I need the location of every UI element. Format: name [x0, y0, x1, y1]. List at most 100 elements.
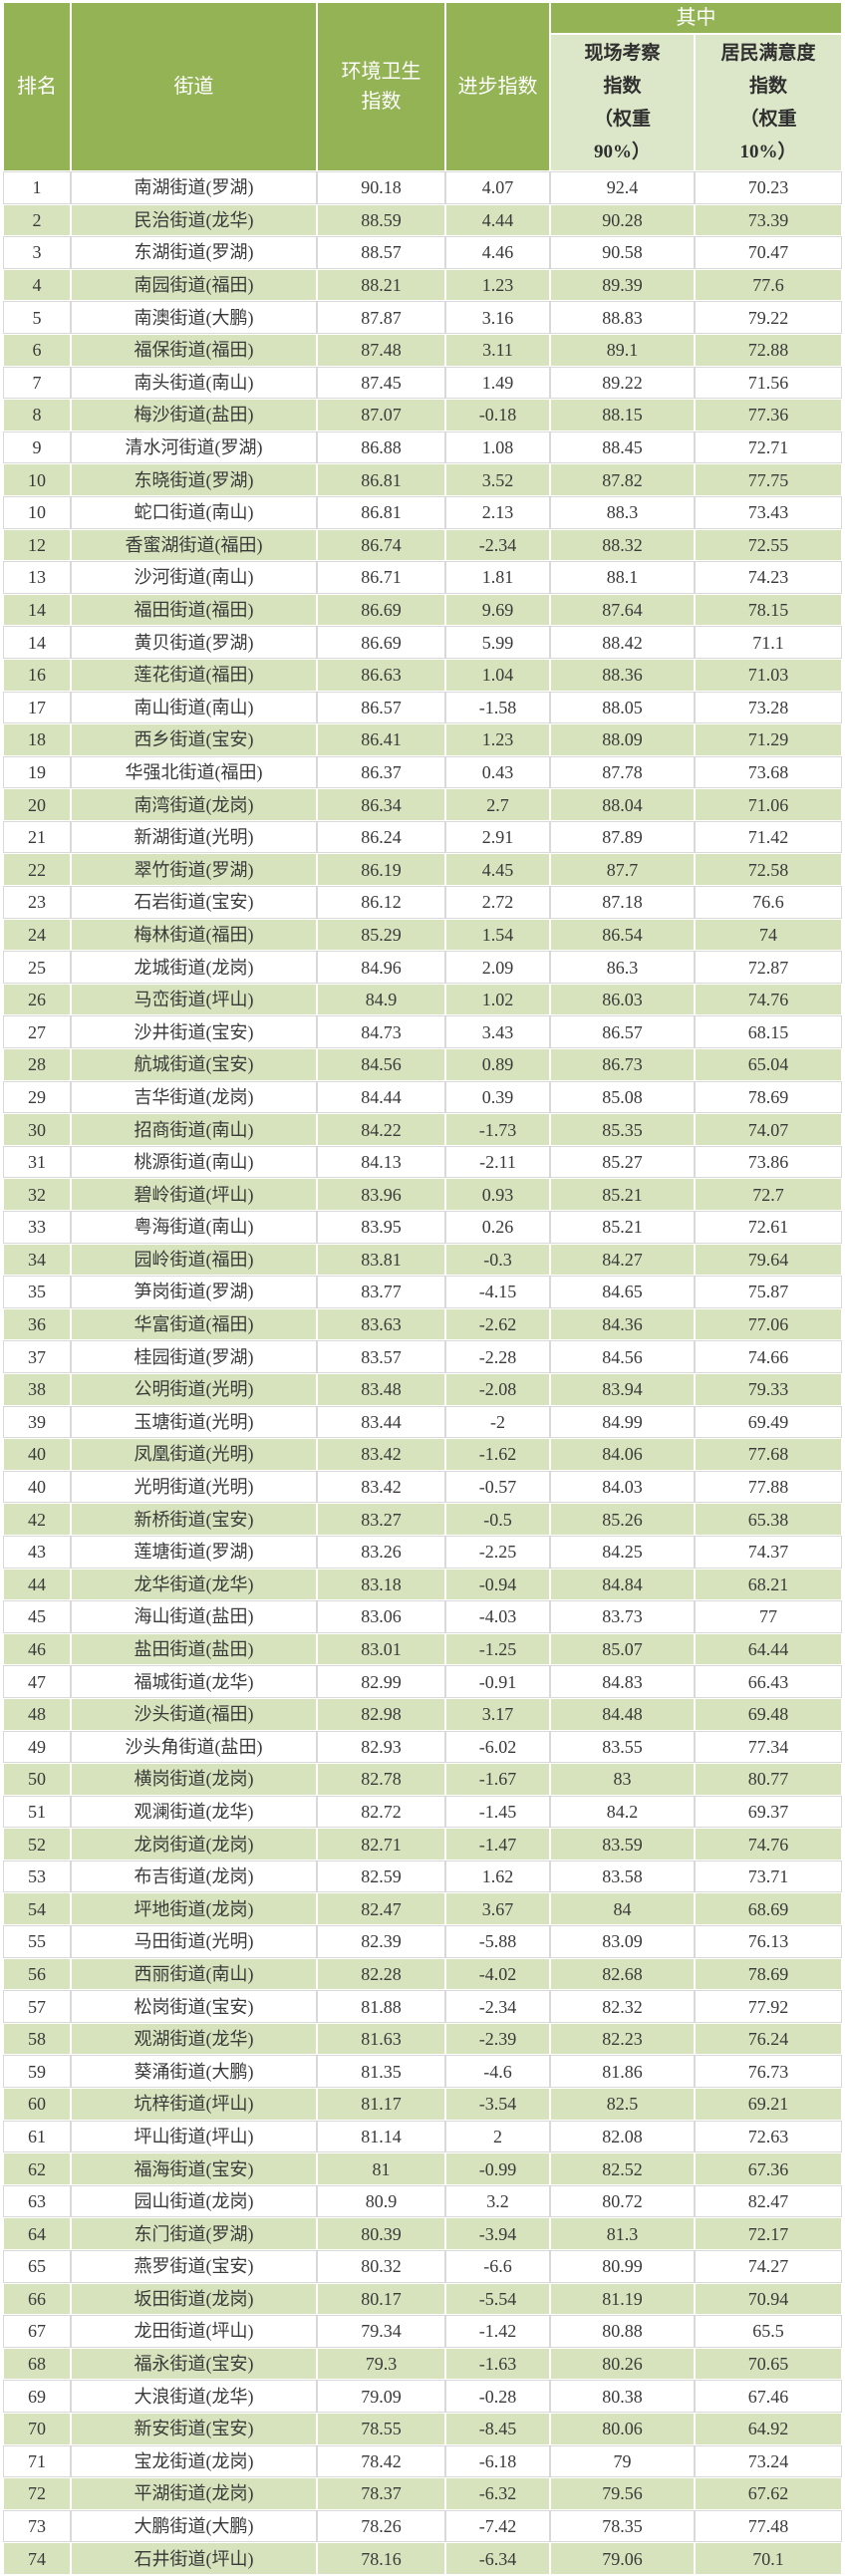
- rank-cell: 29: [3, 1080, 71, 1114]
- satisfaction-index-cell: 71.03: [696, 659, 841, 691]
- env-index-cell: 84.44: [317, 1080, 445, 1114]
- progress-index-cell: 0.89: [446, 1049, 549, 1080]
- satisfaction-index-cell: 70.94: [696, 2283, 841, 2315]
- rank-cell: 31: [3, 1145, 71, 1179]
- env-index-cell: 83.81: [318, 1244, 444, 1276]
- rank-cell: 53: [3, 1860, 71, 1893]
- rank-cell: 52: [4, 1829, 70, 1860]
- progress-index-cell: -1.25: [446, 1633, 549, 1665]
- satisfaction-index-cell: 74.27: [695, 2250, 842, 2283]
- onsite-index-cell: 81.3: [551, 2218, 694, 2249]
- street-cell: 龙华街道(龙华): [72, 1569, 316, 1600]
- street-cell: 莲塘街道(罗湖): [71, 1535, 317, 1569]
- satisfaction-index-cell: 65.04: [696, 1049, 841, 1080]
- progress-index-cell: -0.91: [445, 1665, 550, 1698]
- rank-cell: 9: [3, 430, 71, 464]
- rank-cell: 14: [3, 626, 71, 659]
- env-index-cell: 86.19: [318, 854, 444, 886]
- rank-cell: 66: [4, 2283, 70, 2315]
- table-row: 74 石井街道(坪山) 78.16 -6.34 79.06 70.1: [4, 2543, 841, 2574]
- table-row: 36 华富街道(福田) 83.63 -2.62 84.36 77.06: [4, 1308, 841, 1340]
- env-index-cell: 81.35: [317, 2055, 445, 2089]
- street-cell: 南湾街道(龙岗): [72, 789, 316, 820]
- rank-cell: 49: [3, 1730, 71, 1764]
- env-index-cell: 86.57: [317, 691, 445, 724]
- onsite-index-cell: 92.4: [550, 171, 695, 204]
- table-row: 52 龙岗街道(龙岗) 82.71 -1.47 83.59 74.76: [4, 1829, 841, 1860]
- table-row: 49 沙头角街道(盐田) 82.93 -6.02 83.55 77.34: [3, 1730, 842, 1764]
- progress-index-cell: -1.63: [446, 2348, 549, 2380]
- rank-cell: 1: [3, 171, 71, 204]
- env-index-cell: 83.26: [317, 1535, 445, 1569]
- table-row: 39 玉塘街道(光明) 83.44 -2 84.99 69.49: [3, 1405, 842, 1439]
- onsite-index-cell: 87.78: [550, 755, 695, 789]
- table-row: 63 园山街道(龙岗) 80.9 3.2 80.72 82.47: [3, 2184, 842, 2218]
- env-index-cell: 83.44: [317, 1405, 445, 1439]
- progress-index-cell: -2: [445, 1405, 550, 1439]
- env-index-cell: 79.09: [317, 2380, 445, 2413]
- table-row: 64 东门街道(罗湖) 80.39 -3.94 81.3 72.17: [4, 2218, 841, 2249]
- table-row: 29 吉华街道(龙岗) 84.44 0.39 85.08 78.69: [3, 1080, 842, 1114]
- table-row: 19 华强北街道(福田) 86.37 0.43 87.78 73.68: [3, 755, 842, 789]
- progress-index-cell: -3.54: [446, 2089, 549, 2120]
- progress-index-cell: 5.99: [445, 626, 550, 659]
- table-row: 53 布吉街道(龙岗) 82.59 1.62 83.58 73.71: [3, 1860, 842, 1893]
- street-cell: 燕罗街道(宝安): [71, 2250, 317, 2283]
- street-cell: 龙岗街道(龙岗): [72, 1829, 316, 1860]
- onsite-index-cell: 83.58: [550, 1860, 695, 1893]
- onsite-index-cell: 89.39: [551, 269, 694, 301]
- rank-cell: 27: [3, 1015, 71, 1049]
- onsite-index-cell: 87.89: [550, 820, 695, 854]
- rank-cell: 43: [3, 1535, 71, 1569]
- progress-index-cell: -2.39: [446, 2023, 549, 2055]
- env-index-cell: 86.63: [318, 659, 444, 691]
- onsite-index-cell: 87.18: [550, 886, 695, 919]
- progress-index-cell: -0.28: [445, 2380, 550, 2413]
- satisfaction-index-cell: 77.48: [695, 2509, 842, 2543]
- rank-cell: 20: [4, 789, 70, 820]
- progress-index-cell: -1.67: [446, 1764, 549, 1795]
- onsite-index-cell: 79: [550, 2444, 695, 2478]
- rank-cell: 64: [4, 2218, 70, 2249]
- progress-index-cell: -7.42: [445, 2509, 550, 2543]
- rank-cell: 30: [4, 1114, 70, 1145]
- rank-cell: 51: [3, 1795, 71, 1829]
- onsite-index-cell: 85.26: [551, 1504, 694, 1535]
- street-cell: 横岗街道(龙岗): [72, 1764, 316, 1795]
- env-index-cell: 82.28: [318, 1958, 444, 1990]
- env-index-cell: 84.73: [317, 1015, 445, 1049]
- onsite-index-cell: 87.82: [551, 464, 694, 495]
- street-cell: 民治街道(龙华): [72, 204, 316, 236]
- rank-cell: 71: [3, 2444, 71, 2478]
- env-index-cell: 86.71: [317, 561, 445, 594]
- table-row: 58 观湖街道(龙华) 81.63 -2.39 82.23 76.24: [4, 2023, 841, 2055]
- street-cell: 龙城街道(龙岗): [71, 951, 317, 984]
- satisfaction-index-cell: 77.75: [696, 464, 841, 495]
- table-row: 25 龙城街道(龙岗) 84.96 2.09 86.3 72.87: [3, 951, 842, 984]
- street-cell: 南头街道(南山): [71, 366, 317, 400]
- onsite-index-cell: 85.07: [551, 1633, 694, 1665]
- progress-index-cell: -2.08: [446, 1373, 549, 1405]
- satisfaction-index-cell: 76.24: [696, 2023, 841, 2055]
- satisfaction-index-cell: 69.48: [696, 1698, 841, 1730]
- env-index-cell: 78.16: [318, 2543, 444, 2574]
- street-cell: 南湖街道(罗湖): [71, 171, 317, 204]
- onsite-index-cell: 85.35: [551, 1114, 694, 1145]
- table-row: 10 东晓街道(罗湖) 86.81 3.52 87.82 77.75: [4, 464, 841, 495]
- table-body: 1 南湖街道(罗湖) 90.18 4.07 92.4 70.23 2 民治街道(龙华) 88.5…: [3, 171, 842, 2574]
- env-index-cell: 84.13: [317, 1145, 445, 1179]
- table-row: 43 莲塘街道(罗湖) 83.26 -2.25 84.25 74.37: [3, 1535, 842, 1569]
- rank-cell: 18: [4, 724, 70, 755]
- progress-index-cell: -1.42: [445, 2315, 550, 2348]
- rank-cell: 70: [4, 2413, 70, 2444]
- table-row: 56 西丽街道(南山) 82.28 -4.02 82.68 78.69: [4, 1958, 841, 1990]
- env-index-cell: 79.34: [317, 2315, 445, 2348]
- onsite-index-cell: 84.36: [551, 1308, 694, 1340]
- satisfaction-index-cell: 68.15: [695, 1015, 842, 1049]
- street-cell: 南山街道(南山): [71, 691, 317, 724]
- onsite-index-cell: 80.88: [550, 2315, 695, 2348]
- street-cell: 吉华街道(龙岗): [71, 1080, 317, 1114]
- street-cell: 新桥街道(宝安): [72, 1504, 316, 1535]
- rank-cell: 69: [3, 2380, 71, 2413]
